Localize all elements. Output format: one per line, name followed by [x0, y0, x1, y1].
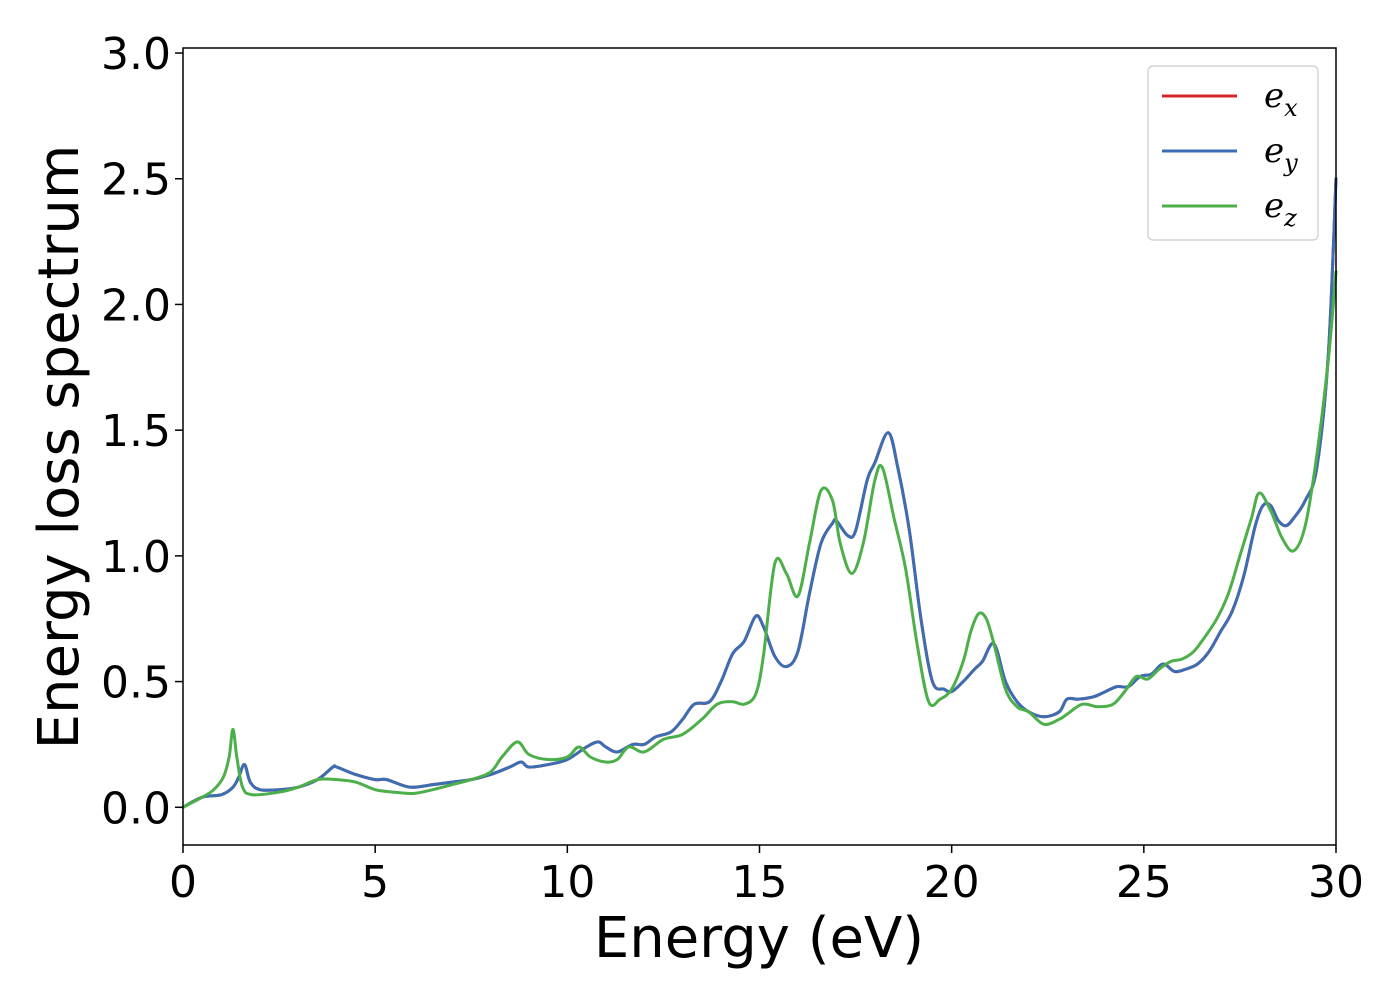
x-tick-label: 30	[1308, 857, 1364, 908]
x-tick-label: 20	[924, 857, 980, 908]
x-tick-label: 5	[361, 857, 389, 908]
y-tick-label: 3.0	[101, 29, 171, 80]
y-tick-label: 0.5	[101, 658, 171, 709]
y-tick-label: 0.0	[101, 783, 171, 834]
legend: ex ey ez	[1147, 65, 1319, 241]
y-tick-label: 1.0	[101, 532, 171, 583]
x-tick-label: 0	[169, 857, 197, 908]
y-tick-label: 1.5	[101, 406, 171, 457]
x-tick-label: 10	[539, 857, 595, 908]
legend-items: ex ey ez	[1162, 76, 1298, 232]
x-axis-label: Energy (eV)	[594, 906, 924, 971]
legend-label-z: ez	[1264, 186, 1297, 232]
y-tick-label: 2.0	[101, 280, 171, 331]
series-layer	[181, 177, 1338, 809]
x-tick-label: 15	[732, 857, 788, 908]
plot-background	[183, 48, 1336, 845]
y-tick-label: 2.5	[101, 155, 171, 206]
y-axis-label: Energy loss spectrum	[27, 145, 92, 750]
legend-label-x: ex	[1264, 76, 1298, 122]
x-axis-ticks: 0 5 10 15 20 25 30	[169, 845, 1364, 908]
y-axis-ticks: 0.0 0.5 1.0 1.5 2.0 2.5 3.0	[101, 29, 183, 834]
series-line-z	[181, 270, 1338, 809]
legend-frame	[1147, 65, 1319, 241]
x-tick-label: 25	[1116, 857, 1172, 908]
legend-label-y: ey	[1264, 131, 1298, 177]
